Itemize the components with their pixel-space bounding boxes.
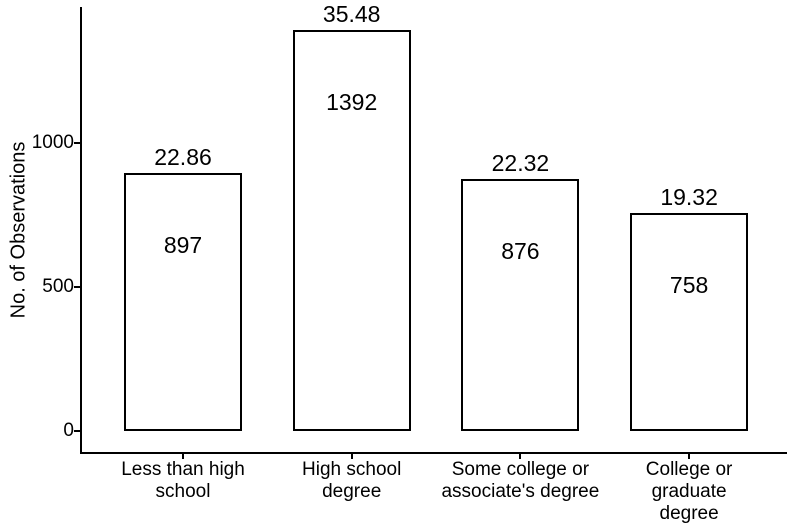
y-tick-label: 0 [63, 420, 74, 441]
bar-count-label: 876 [501, 237, 540, 264]
bar-percent-label: 22.86 [154, 143, 212, 170]
bar-percent-label: 35.48 [322, 1, 381, 28]
bar [292, 30, 411, 431]
y-tick-mark [74, 142, 80, 144]
x-category-label: College or graduate degree [645, 459, 733, 524]
x-axis-line [80, 452, 787, 454]
x-tick-mark [688, 454, 691, 459]
bar [630, 212, 749, 431]
x-category-label: Some college or associate's degree [441, 459, 600, 502]
bar-count-label: 1392 [326, 89, 378, 116]
x-tick-mark [182, 454, 184, 459]
x-category-label: High school degree [302, 459, 402, 502]
x-tick-mark [519, 454, 522, 459]
y-axis-line [80, 7, 82, 454]
y-tick-mark [74, 430, 80, 432]
x-category-label: Less than high school [121, 459, 245, 502]
bar [461, 178, 580, 431]
bar-count-label: 758 [669, 271, 709, 298]
bar [124, 172, 242, 431]
bar-percent-label: 19.32 [660, 183, 718, 210]
bar-percent-label: 22.32 [491, 149, 550, 176]
y-tick-mark [74, 286, 80, 288]
y-tick-label: 500 [42, 276, 74, 297]
x-tick-mark [350, 454, 353, 459]
y-tick-label: 1000 [31, 132, 74, 153]
bar-count-label: 897 [163, 231, 203, 258]
